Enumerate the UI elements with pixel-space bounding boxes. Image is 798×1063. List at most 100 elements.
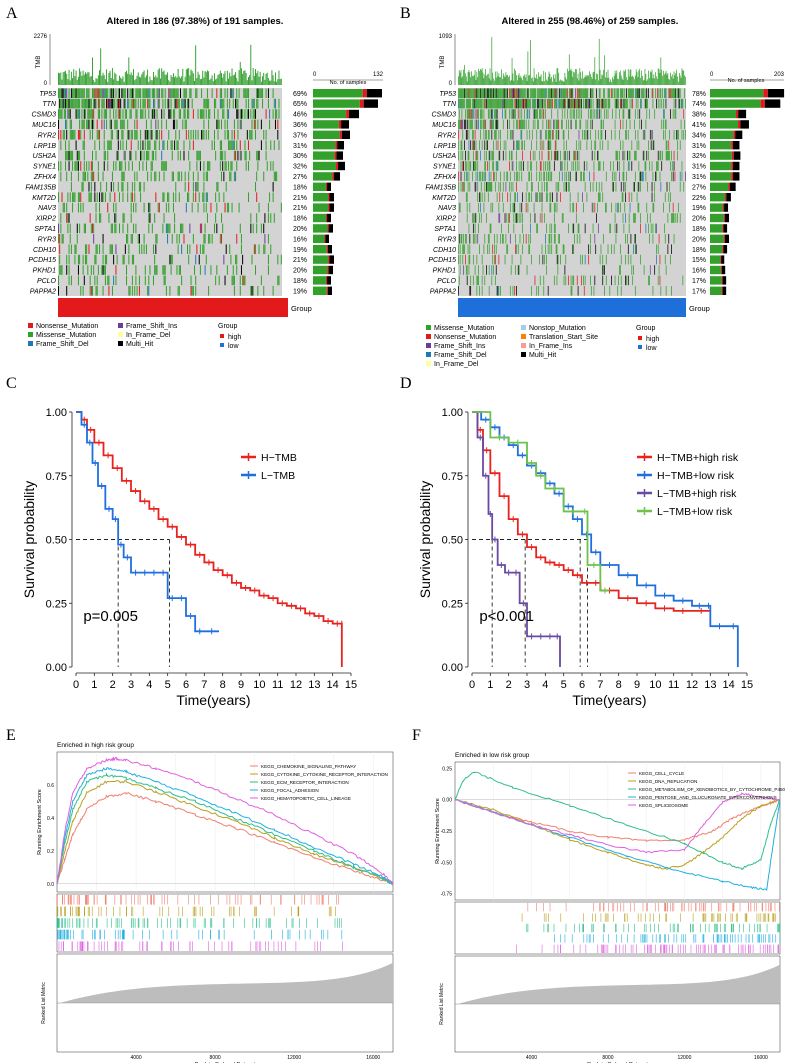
mutation-cell: [142, 161, 144, 171]
mutation-cell: [620, 98, 622, 109]
mutation-cell: [656, 171, 657, 182]
mutation-cell: [480, 182, 482, 192]
mutation-cell: [458, 98, 459, 109]
mutation-cell: [538, 171, 540, 182]
mutation-cell: [103, 130, 105, 140]
percent-label: 31%: [692, 143, 706, 150]
mutation-cell: [668, 192, 670, 202]
mutation-cell: [684, 119, 685, 130]
mutation-cell: [136, 109, 138, 119]
mutation-cell: [131, 98, 133, 109]
mutation-cell: [188, 254, 190, 265]
mutation-cell: [60, 140, 62, 150]
mutation-cell: [109, 109, 111, 119]
mutation-cell: [597, 98, 599, 109]
mutation-cell: [246, 109, 248, 119]
mutation-cell: [178, 265, 180, 275]
mutation-cell: [584, 98, 586, 109]
mutation-cell: [484, 275, 486, 286]
mutation-cell: [577, 192, 579, 202]
tmb-bar: [467, 72, 469, 85]
mutation-cell: [512, 130, 514, 140]
mutation-cell: [530, 161, 531, 171]
tmb-bar: [142, 72, 144, 85]
mutation-cell: [498, 202, 500, 213]
mutation-cell: [168, 223, 170, 234]
tmb-bar: [520, 75, 522, 85]
mutation-cell: [155, 130, 157, 140]
mutation-cell: [199, 223, 201, 234]
mutation-cell: [622, 171, 624, 182]
count-bar-nonsense: [720, 255, 722, 264]
percent-label: 32%: [293, 164, 307, 171]
percent-label: 31%: [692, 164, 706, 171]
mutation-cell: [481, 192, 483, 202]
mutation-cell: [141, 150, 143, 161]
mutation-cell: [183, 234, 185, 244]
mutation-cell: [634, 213, 635, 223]
mutation-cell: [233, 140, 235, 150]
mutation-cell: [478, 109, 479, 119]
tmb-bar: [149, 76, 151, 85]
mutation-cell: [94, 182, 96, 192]
mutation-cell: [140, 98, 142, 109]
mutation-cell: [256, 88, 258, 98]
mutation-cell: [465, 161, 466, 171]
gene-label: PAPPA2: [30, 288, 56, 295]
tmb-bar: [507, 74, 509, 85]
mutation-cell: [181, 171, 183, 182]
tmb-bar: [239, 61, 241, 85]
mutation-cell: [590, 98, 592, 109]
mutation-cell: [486, 130, 487, 140]
mutation-cell: [459, 98, 461, 109]
mutation-cell: [135, 265, 137, 275]
mutation-cell: [634, 182, 635, 192]
mutation-cell: [103, 88, 105, 98]
mutation-cell: [536, 171, 538, 182]
mutation-cell: [634, 150, 635, 161]
mutation-cell: [509, 286, 511, 296]
mutation-cell: [121, 161, 123, 171]
mutation-cell: [646, 202, 648, 213]
count-bar-missense: [710, 89, 764, 98]
es-frame: [56, 751, 394, 893]
mutation-cell: [556, 119, 558, 130]
tmb-bar: [76, 79, 78, 85]
mutation-cell: [75, 244, 77, 254]
mutation-cell: [79, 223, 81, 234]
tmb-bar: [584, 75, 586, 85]
mutation-cell: [656, 88, 658, 98]
x-tick-label: 12000: [677, 1055, 691, 1061]
mutation-cell: [137, 234, 139, 244]
mutation-cell: [89, 286, 91, 296]
mutation-cell: [171, 88, 173, 98]
count-bar-nonsense: [723, 213, 725, 223]
mutation-cell: [473, 88, 475, 98]
mutation-cell: [649, 161, 650, 171]
mutation-cell: [123, 98, 125, 109]
tmb-bar: [562, 81, 564, 85]
mutation-cell: [113, 182, 115, 192]
mutation-cell: [276, 171, 278, 182]
mutation-cell: [530, 234, 531, 244]
mutation-cell: [539, 213, 541, 223]
mutation-cell: [253, 244, 255, 254]
mutation-cell: [96, 192, 98, 202]
tmb-max: 2276: [34, 34, 48, 40]
mutation-cell: [148, 130, 150, 140]
mutation-cell: [270, 213, 272, 223]
mutation-cell: [674, 109, 676, 119]
mutation-cell: [544, 171, 546, 182]
percent-label: 21%: [293, 195, 307, 202]
count-bar-missense: [313, 141, 336, 150]
mutation-cell: [560, 254, 561, 265]
mutation-cell: [625, 213, 627, 223]
mutation-cell: [267, 254, 269, 265]
mutation-cell: [521, 130, 523, 140]
mutation-cell: [634, 234, 635, 244]
mutation-cell: [581, 109, 582, 119]
mutation-cell: [636, 192, 638, 202]
mutation-cell: [242, 275, 244, 286]
mutation-cell: [517, 140, 519, 150]
mutation-cell: [632, 98, 634, 109]
